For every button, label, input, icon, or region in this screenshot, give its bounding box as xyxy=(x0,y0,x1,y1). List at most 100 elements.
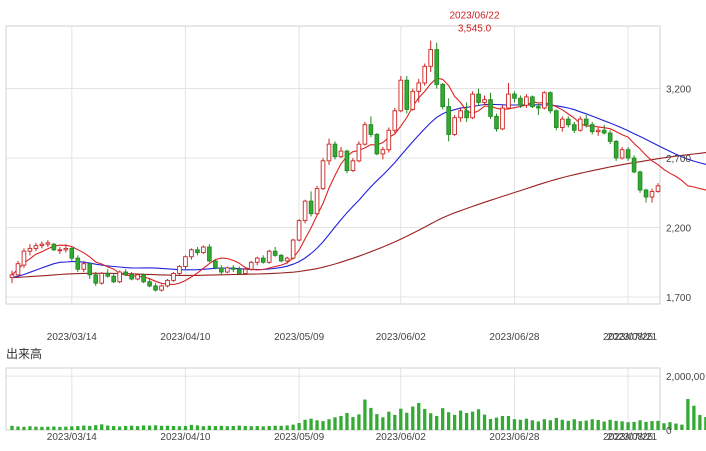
volume-bar xyxy=(668,422,672,430)
volume-bar xyxy=(201,426,206,430)
volume-x-tick-label: 2023/04/10 xyxy=(160,432,210,443)
volume-bar xyxy=(52,426,56,430)
volume-bar xyxy=(650,421,654,430)
candle-body xyxy=(105,272,111,277)
candle-body xyxy=(583,118,589,126)
candle-body xyxy=(416,82,422,92)
volume-bar xyxy=(560,419,564,430)
annotation-value: 3,545.0 xyxy=(458,24,492,35)
candle-body xyxy=(9,274,15,279)
candle-body xyxy=(506,93,511,109)
volume-bar xyxy=(441,408,445,430)
volume-bar xyxy=(165,425,170,430)
candle-body xyxy=(45,242,51,245)
volume-bar xyxy=(100,424,104,430)
volume-bar xyxy=(656,420,660,430)
candle-body xyxy=(81,263,87,270)
candle-body xyxy=(643,189,649,198)
volume-bar xyxy=(285,425,289,430)
candlesticks xyxy=(9,40,661,292)
volume-bar xyxy=(118,426,122,430)
volume-x-tick-label: 2023/03/14 xyxy=(47,432,97,443)
volume-bar xyxy=(82,425,86,430)
y-tick-label: 3,200 xyxy=(666,85,691,96)
candle-body xyxy=(380,149,386,155)
volume-bar xyxy=(674,423,678,430)
volume-bar xyxy=(476,409,481,430)
candle-body xyxy=(374,133,380,155)
candle-body xyxy=(147,281,152,287)
volume-bar xyxy=(237,425,241,430)
candle-body xyxy=(571,124,577,131)
candle-body xyxy=(326,143,332,162)
volume-bar xyxy=(225,426,229,430)
volume-bar xyxy=(512,419,517,430)
candle-body xyxy=(554,110,559,128)
candle-body xyxy=(356,143,362,162)
volume-bar xyxy=(219,425,223,430)
volume-bar xyxy=(34,426,38,430)
candle-body xyxy=(559,118,565,128)
volume-bar xyxy=(351,417,355,430)
x-tick-label: 2023/04/10 xyxy=(160,332,210,343)
volume-bar xyxy=(405,412,409,430)
ma-mid-line xyxy=(11,103,706,279)
volume-bar xyxy=(644,421,648,430)
candle-body xyxy=(39,243,45,247)
volume-bar xyxy=(554,417,558,430)
volume-bar xyxy=(159,425,164,430)
volume-x-tick-label: 2023/08/21 xyxy=(607,432,657,443)
candle-body xyxy=(266,250,272,263)
price-x-axis: 2023/03/14 2023/04/10 2023/05/09 2023/06/02… xyxy=(47,332,658,343)
volume-bar xyxy=(524,418,529,430)
volume-bar xyxy=(662,423,666,430)
volume-bar xyxy=(231,425,235,430)
candle-body xyxy=(548,92,553,112)
volume-bar xyxy=(375,414,379,430)
volume-bar xyxy=(680,424,684,430)
candle-body xyxy=(362,124,368,145)
candle-body xyxy=(165,279,170,287)
volume-bar xyxy=(76,426,80,430)
candle-body xyxy=(15,263,21,276)
candle-body xyxy=(278,254,284,262)
candle-body xyxy=(512,93,517,99)
volume-panel-frame xyxy=(5,367,661,431)
x-tick-label: 2023/07/25 xyxy=(603,332,653,343)
volume-y-axis: 2,000,00 0 xyxy=(666,372,705,437)
volume-bar xyxy=(411,406,415,430)
volume-bar xyxy=(106,425,110,430)
candle-body xyxy=(195,249,200,254)
volume-bar xyxy=(303,419,307,430)
volume-bar xyxy=(548,420,552,430)
volume-bar xyxy=(596,420,600,430)
candle-body xyxy=(201,246,206,254)
candle-body xyxy=(177,266,182,274)
y-tick-label: 2,700 xyxy=(666,154,691,165)
volume-bar xyxy=(482,414,487,430)
candle-body xyxy=(542,92,547,109)
candle-body xyxy=(577,118,583,131)
volume-bar xyxy=(536,421,541,430)
candle-body xyxy=(410,90,416,110)
candle-body xyxy=(428,49,434,67)
x-tick-label: 2023/05/09 xyxy=(274,332,324,343)
candle-body xyxy=(87,263,93,276)
candle-body xyxy=(99,272,105,284)
candle-body xyxy=(183,256,188,267)
volume-bar xyxy=(423,408,427,430)
candle-body xyxy=(619,149,625,159)
candle-body xyxy=(248,261,254,270)
candle-body xyxy=(344,150,350,172)
volume-bar xyxy=(500,415,505,430)
volume-bar xyxy=(608,419,612,430)
candle-body xyxy=(434,49,439,85)
candle-body xyxy=(231,267,236,270)
volume-bar xyxy=(255,426,259,430)
volume-bar xyxy=(578,421,582,430)
volume-bar xyxy=(327,419,331,430)
candle-body xyxy=(488,99,493,117)
candle-body xyxy=(284,257,290,262)
volume-bar xyxy=(698,414,702,430)
